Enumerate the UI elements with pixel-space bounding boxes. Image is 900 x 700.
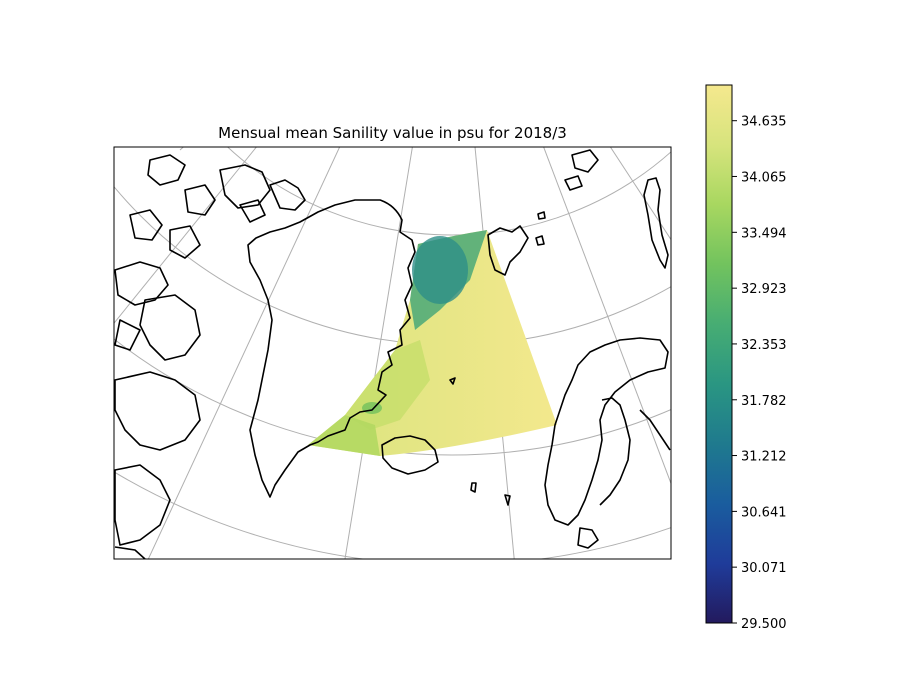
colorbar-tick-label: 31.212 [741,450,787,465]
chart-title: Mensual mean Sanility value in psu for 2… [218,124,567,142]
colorbar-gradient [705,84,733,624]
colorbar-tick-label: 31.782 [741,394,787,409]
colorbar-ticks: 29.500 30.071 30.641 31.212 31.782 32.353 32.9… [732,115,787,632]
salinity-field [308,230,557,456]
colorbar-tick-label: 29.500 [741,617,787,632]
colorbar-tick-label: 32.353 [741,338,787,353]
colorbar-tick-label: 30.641 [741,505,787,520]
colorbar-tick-label: 34.635 [741,115,787,130]
colorbar-tick-label: 33.494 [741,226,787,241]
coastlines [114,149,671,559]
colorbar-tick-label: 30.071 [741,561,787,576]
colorbar-tick-label: 32.923 [741,282,787,297]
colorbar-tick-label: 34.065 [741,170,787,185]
